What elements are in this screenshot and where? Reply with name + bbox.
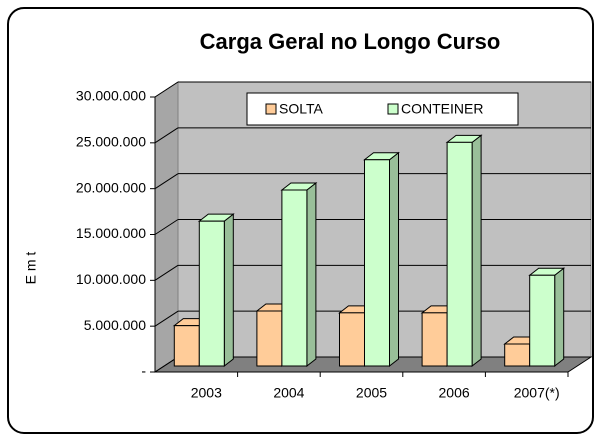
grid-line: [154, 81, 179, 98]
bar: [529, 274, 556, 367]
bar: [173, 325, 200, 367]
bar: [421, 312, 448, 367]
x-tick-label: 2007(*): [514, 385, 560, 401]
grid-line: [154, 127, 179, 144]
x-tick-label: 2004: [273, 385, 304, 401]
chart-title: Carga Geral no Longo Curso: [200, 29, 501, 54]
bar-side: [471, 134, 482, 368]
legend-label: SOLTA: [279, 101, 323, 117]
y-tick-label: 5.000.000: [84, 317, 146, 333]
bar: [504, 343, 531, 367]
x-tick-label: 2003: [191, 385, 222, 401]
grid-line: [154, 173, 179, 190]
grid-line: [154, 310, 179, 327]
bar: [198, 220, 225, 367]
legend-label: CONTEINER: [401, 101, 483, 117]
bar-side: [306, 181, 317, 368]
bar: [281, 189, 308, 367]
y-tick-label: 30.000.000: [76, 88, 146, 104]
bar: [446, 141, 473, 367]
x-tick-label: 2005: [356, 385, 387, 401]
bar: [339, 312, 365, 367]
y-tick-label: 15.000.000: [76, 225, 146, 241]
grid-line: [154, 219, 179, 235]
y-tick-label: -: [141, 363, 146, 379]
bar: [364, 159, 390, 367]
legend-swatch: [387, 103, 399, 115]
legend-swatch: [265, 103, 277, 115]
y-tick-label: 10.000.000: [76, 271, 146, 287]
y-tick-label: 25.000.000: [76, 134, 146, 150]
grid-line: [154, 264, 179, 281]
y-axis-label: E m t: [23, 252, 39, 285]
bar-side: [554, 267, 565, 368]
legend: [246, 92, 519, 126]
bar-side: [389, 151, 399, 368]
bar-side: [223, 213, 234, 368]
bar: [256, 310, 283, 367]
x-tick-label: 2006: [439, 385, 470, 401]
y-tick-label: 20.000.000: [76, 179, 146, 195]
